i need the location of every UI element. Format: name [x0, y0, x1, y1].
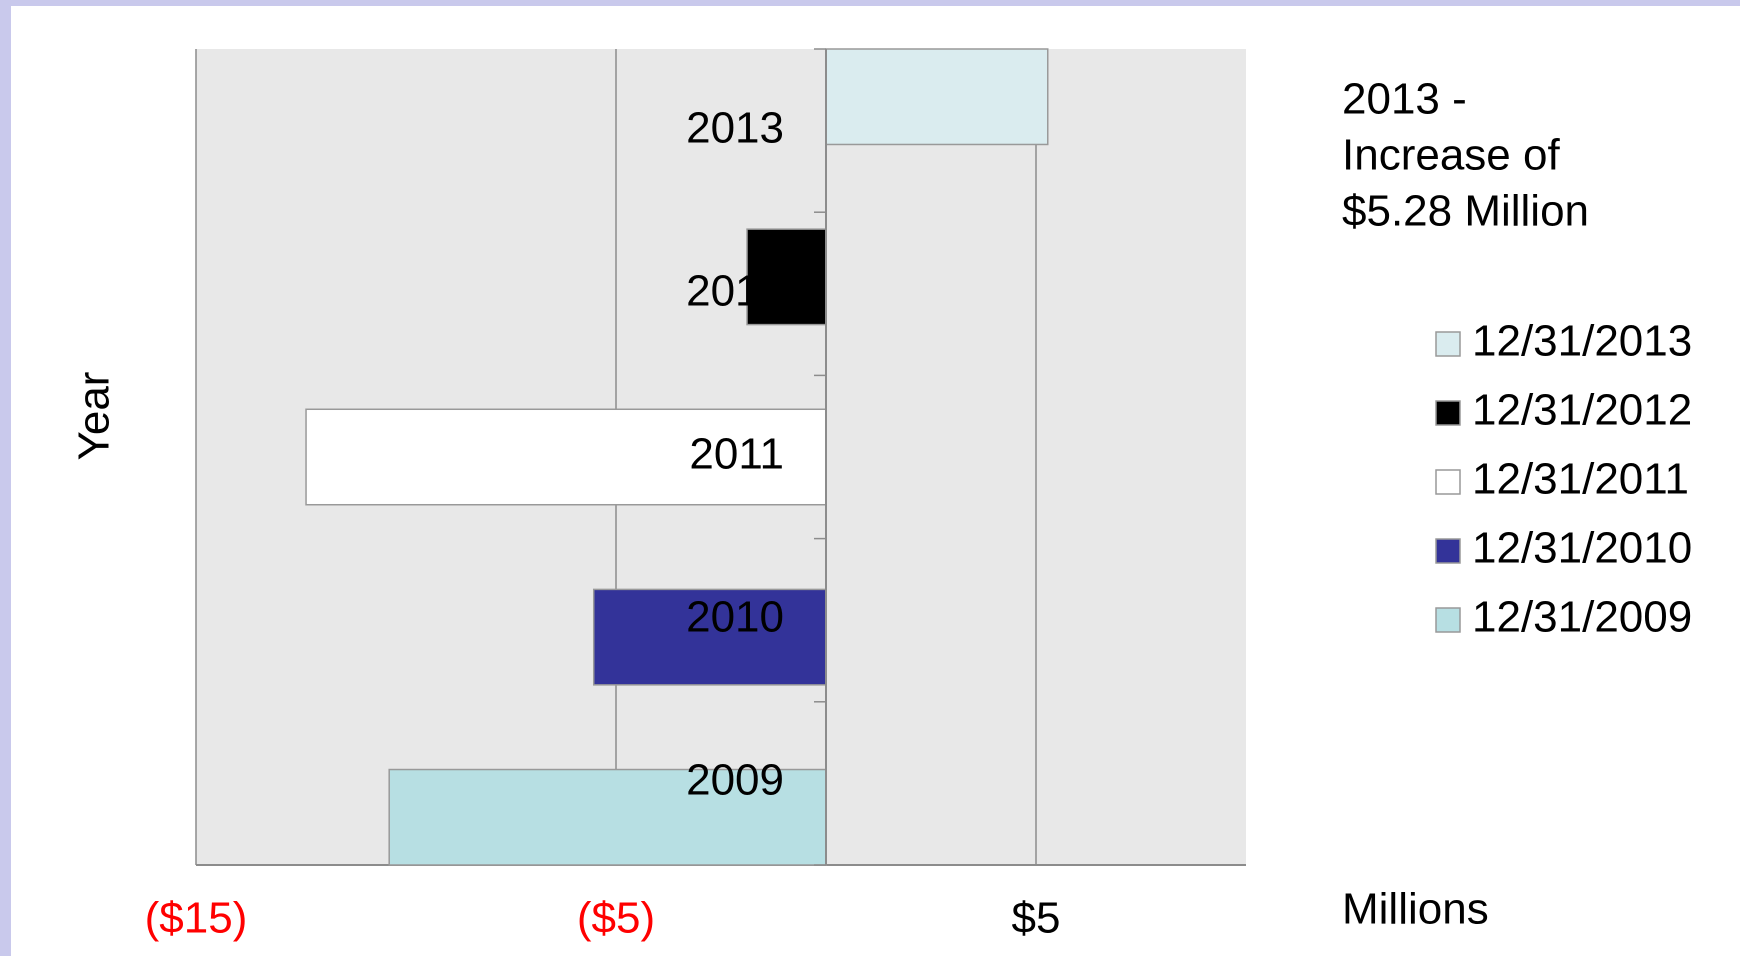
x-tick-label: ($15) [145, 894, 248, 943]
bar [592, 588, 827, 686]
legend-swatch [1435, 469, 1461, 495]
x-tick-label: $5 [1012, 894, 1061, 943]
legend-label: 12/31/2009 [1472, 593, 1692, 642]
x-axis-label: Millions [1342, 885, 1489, 934]
legend-swatch [1435, 331, 1461, 357]
y-axis-label: Year [70, 372, 119, 461]
bar [388, 768, 827, 866]
y-tick-label: 2009 [686, 755, 784, 804]
y-tick-label: 2011 [689, 430, 784, 479]
legend-label: 12/31/2011 [1472, 455, 1689, 504]
bar [305, 408, 827, 506]
y-tick-label: 2012 [686, 267, 784, 316]
legend-swatch [1435, 400, 1461, 426]
x-tick-label: ($5) [577, 894, 655, 943]
legend-label: 12/31/2012 [1472, 386, 1692, 435]
legend-swatch [1435, 538, 1461, 564]
legend-label: 12/31/2010 [1472, 524, 1692, 573]
y-tick-label: 2010 [686, 592, 784, 641]
annotation: $5.28 Million [1342, 187, 1589, 236]
annotation: Increase of [1342, 131, 1560, 180]
legend-swatch [1435, 607, 1461, 633]
legend-label: 12/31/2013 [1472, 317, 1692, 366]
bar [825, 48, 1049, 146]
y-tick-label: 2013 [686, 104, 784, 153]
annotation: 2013 - [1342, 75, 1467, 124]
